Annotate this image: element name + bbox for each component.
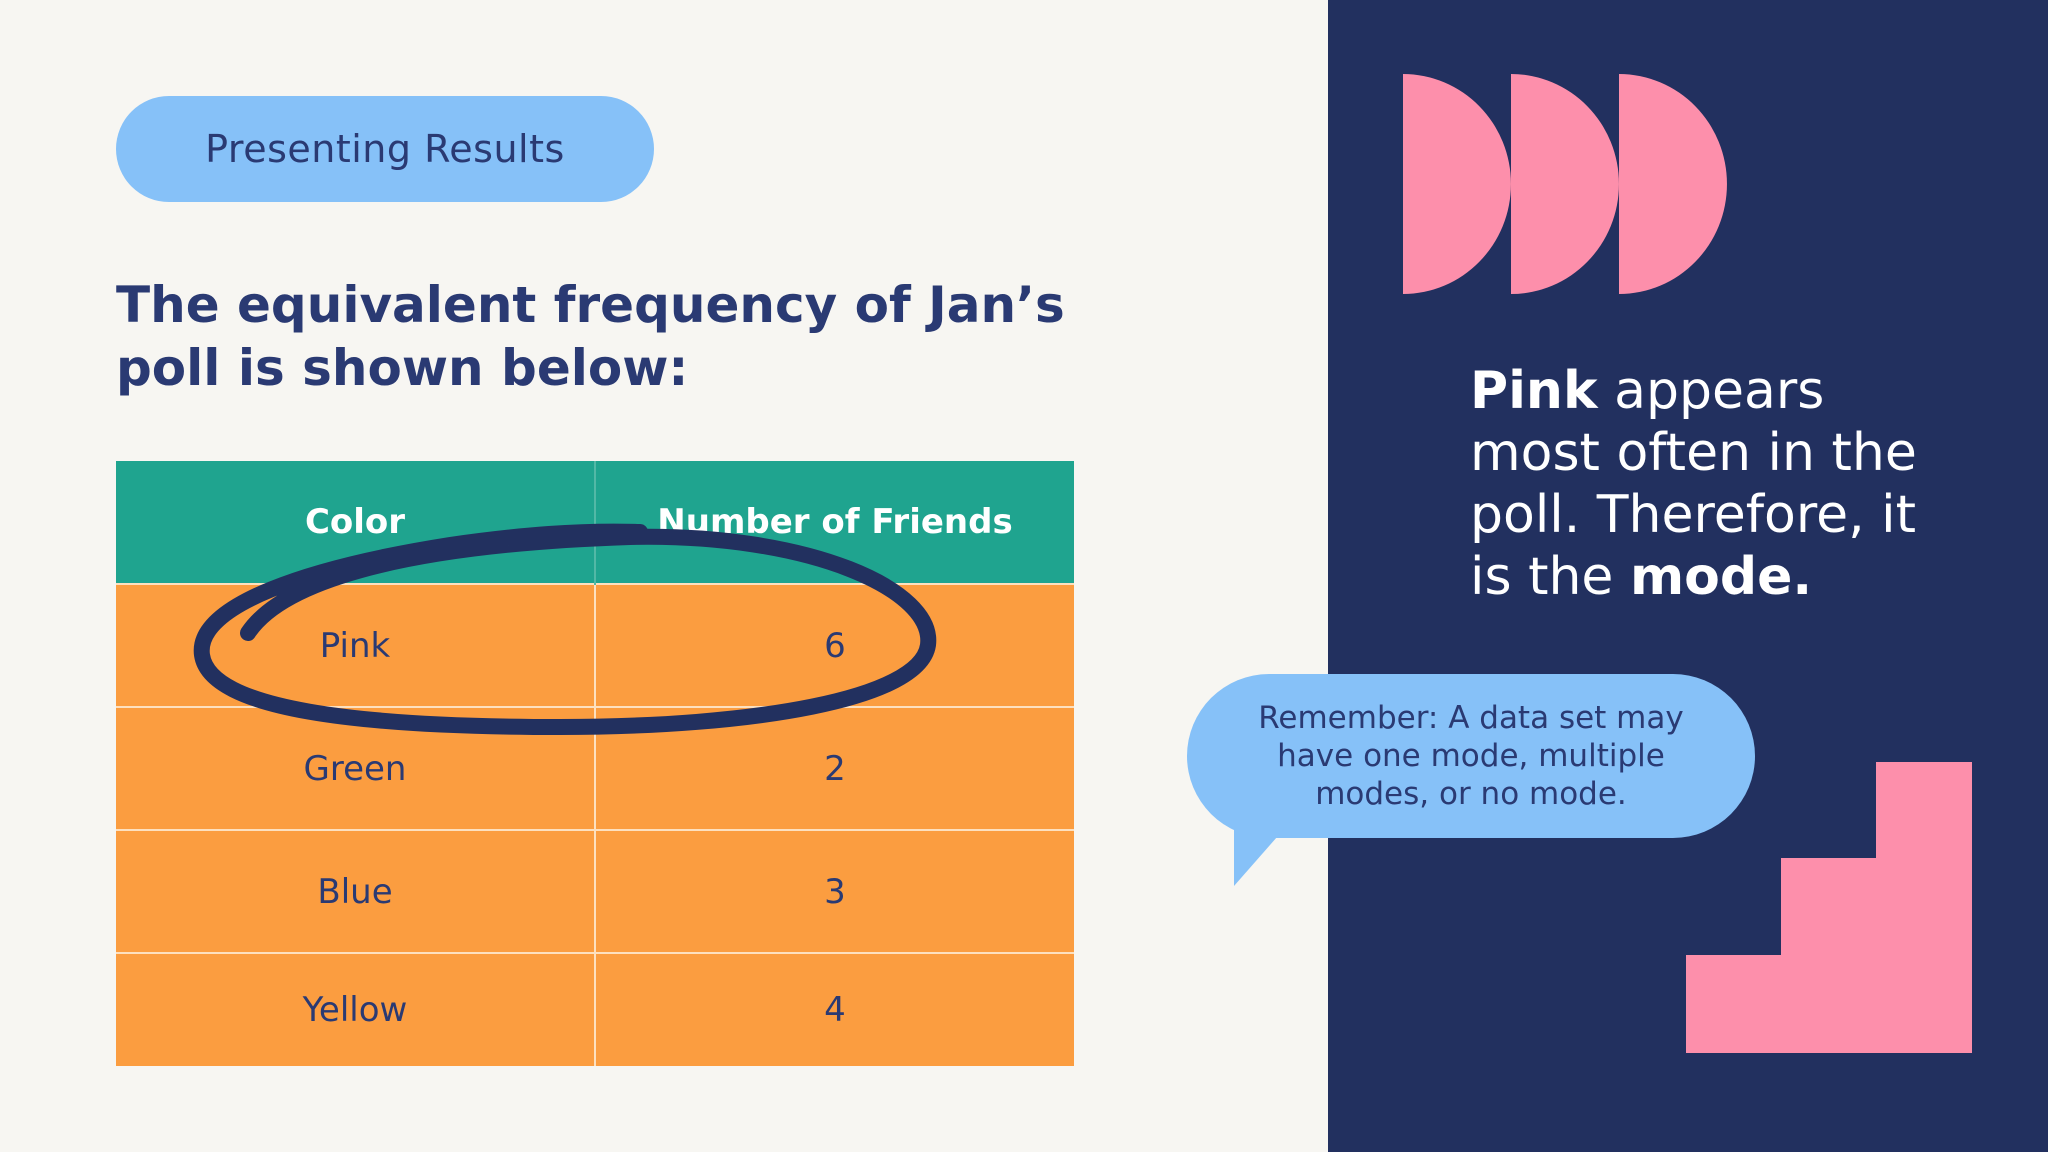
mode-color-highlight: Pink <box>1470 361 1598 421</box>
frequency-table: Color Number of Friends Pink 6 Green 2 B… <box>116 461 1074 1066</box>
count-cell: 6 <box>595 583 1074 707</box>
half-circle-shape-icon <box>1511 74 1619 294</box>
table-row: Green 2 <box>116 706 1074 830</box>
half-circle-shape-icon <box>1403 74 1511 294</box>
section-pill: Presenting Results <box>116 96 654 202</box>
mode-explanation-body: appears most often in the poll. Therefor… <box>1470 361 1917 607</box>
color-cell: Pink <box>116 583 596 707</box>
half-circle-shape-icon <box>1619 74 1727 294</box>
table-row: Yellow 4 <box>116 952 1074 1066</box>
staircase-shape-icon <box>1686 762 1972 1053</box>
slide-heading: The equivalent frequency of Jan’s poll i… <box>116 276 1065 397</box>
column-header-color: Color <box>116 461 596 584</box>
reminder-speech-bubble: Remember: A data set may have one mode, … <box>1187 674 1755 838</box>
count-cell: 2 <box>595 706 1074 830</box>
reminder-text: Remember: A data set may have one mode, … <box>1258 700 1684 812</box>
column-header-number-of-friends: Number of Friends <box>595 461 1074 584</box>
speech-bubble-tail <box>1234 820 1292 886</box>
table-header-row: Color Number of Friends <box>116 461 1074 584</box>
color-cell: Green <box>116 706 596 830</box>
color-cell: Yellow <box>116 952 596 1066</box>
mode-term: mode. <box>1629 547 1813 607</box>
section-pill-label: Presenting Results <box>205 127 565 171</box>
table-row: Blue 3 <box>116 829 1074 953</box>
count-cell: 4 <box>595 952 1074 1066</box>
color-cell: Blue <box>116 829 596 953</box>
mode-explanation: Pink appears most often in the poll. The… <box>1470 360 1970 608</box>
table-row: Pink 6 <box>116 583 1074 707</box>
count-cell: 3 <box>595 829 1074 953</box>
